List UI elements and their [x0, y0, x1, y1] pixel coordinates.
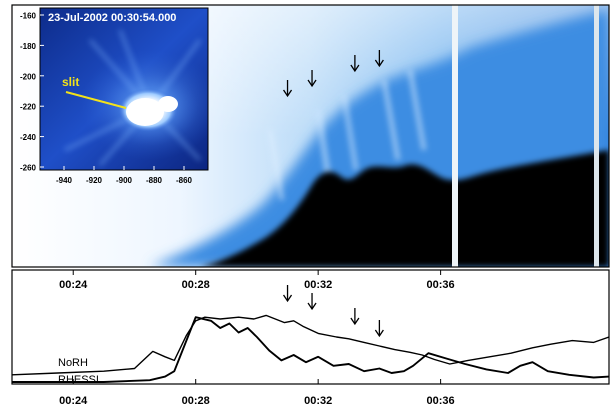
- slit-line: [65, 91, 127, 109]
- heatmap-arrow: [307, 70, 317, 88]
- x-tick-label-top: 00:36: [427, 279, 455, 291]
- x-tick-label-bottom: 00:32: [304, 395, 332, 407]
- inset-y-tick-label: -260: [20, 164, 37, 173]
- heatmap-arrow: [374, 50, 384, 68]
- time-slit-heatmap: [12, 5, 609, 267]
- x-tick-label-bottom: 00:28: [182, 395, 210, 407]
- inset-y-tick-label: -200: [20, 72, 37, 81]
- inset-x-tick-label: -940: [56, 176, 73, 185]
- inset-x-tick-label: -880: [146, 176, 163, 185]
- heatmap-streaks: [268, 69, 427, 201]
- series-label-rhessi: RHESSI: [58, 374, 99, 386]
- heatmap-gap-line-2: [594, 5, 599, 267]
- heatmap-gap-line-1: [452, 5, 458, 267]
- inset-y-tick-label: -180: [20, 42, 37, 51]
- inset-y-tick-label: -160: [20, 12, 37, 21]
- series-label-norh: NoRH: [58, 357, 88, 369]
- inset-x-tick-label: -920: [86, 176, 103, 185]
- inset-x-axis: -940 -920 -900 -880 -860: [56, 166, 193, 185]
- heatmap-arrow: [282, 80, 293, 98]
- inset-title: 23-Jul-2002 00:30:54.000: [48, 12, 176, 24]
- heatmap-arrows: [282, 50, 384, 98]
- inset-y-axis: -160 -180 -200 -220 -240 -260: [20, 12, 44, 173]
- series-line-rhessi: [12, 316, 609, 383]
- lineplot-arrow: [307, 293, 317, 311]
- heatmap-arrow: [350, 55, 360, 73]
- heatmap-dark-region: [200, 150, 609, 267]
- inset-x-tick-label: -860: [176, 176, 193, 185]
- heatmap-frame: [11, 4, 610, 268]
- lineplot-arrows: [282, 285, 384, 338]
- x-tick-label-top: 00:32: [304, 279, 332, 291]
- slit-label: slit: [62, 75, 79, 89]
- inset-y-tick-label: -220: [20, 103, 37, 112]
- x-tick-label-bottom: 00:36: [427, 395, 455, 407]
- inset-flare-core: [126, 98, 164, 126]
- lineplot-arrow: [282, 285, 293, 303]
- lineplot-series: [12, 314, 609, 383]
- x-tick-label-top: 00:28: [182, 279, 210, 291]
- inset-x-tick-label: -900: [116, 176, 133, 185]
- light-curves-plot: 00:24 00:24 00:28 00:28 00:32 00:32 00:36 00:36…: [11, 269, 610, 407]
- lineplot-arrow: [350, 308, 360, 326]
- lineplot-x-axis: 00:24 00:24 00:28 00:28 00:32 00:32 00:36 00:36: [59, 270, 455, 407]
- lineplot-arrow: [374, 320, 384, 338]
- inset-y-tick-label: -240: [20, 133, 37, 142]
- x-tick-label-top: 00:24: [59, 279, 88, 291]
- series-line-norh: [12, 314, 609, 376]
- lineplot-frame: [11, 269, 610, 385]
- inset-flare-lobe: [158, 96, 178, 112]
- inset-solar-image: 23-Jul-2002 00:30:54.000 slit -160 -180 -2…: [20, 7, 209, 185]
- x-tick-label-bottom: 00:24: [59, 395, 88, 407]
